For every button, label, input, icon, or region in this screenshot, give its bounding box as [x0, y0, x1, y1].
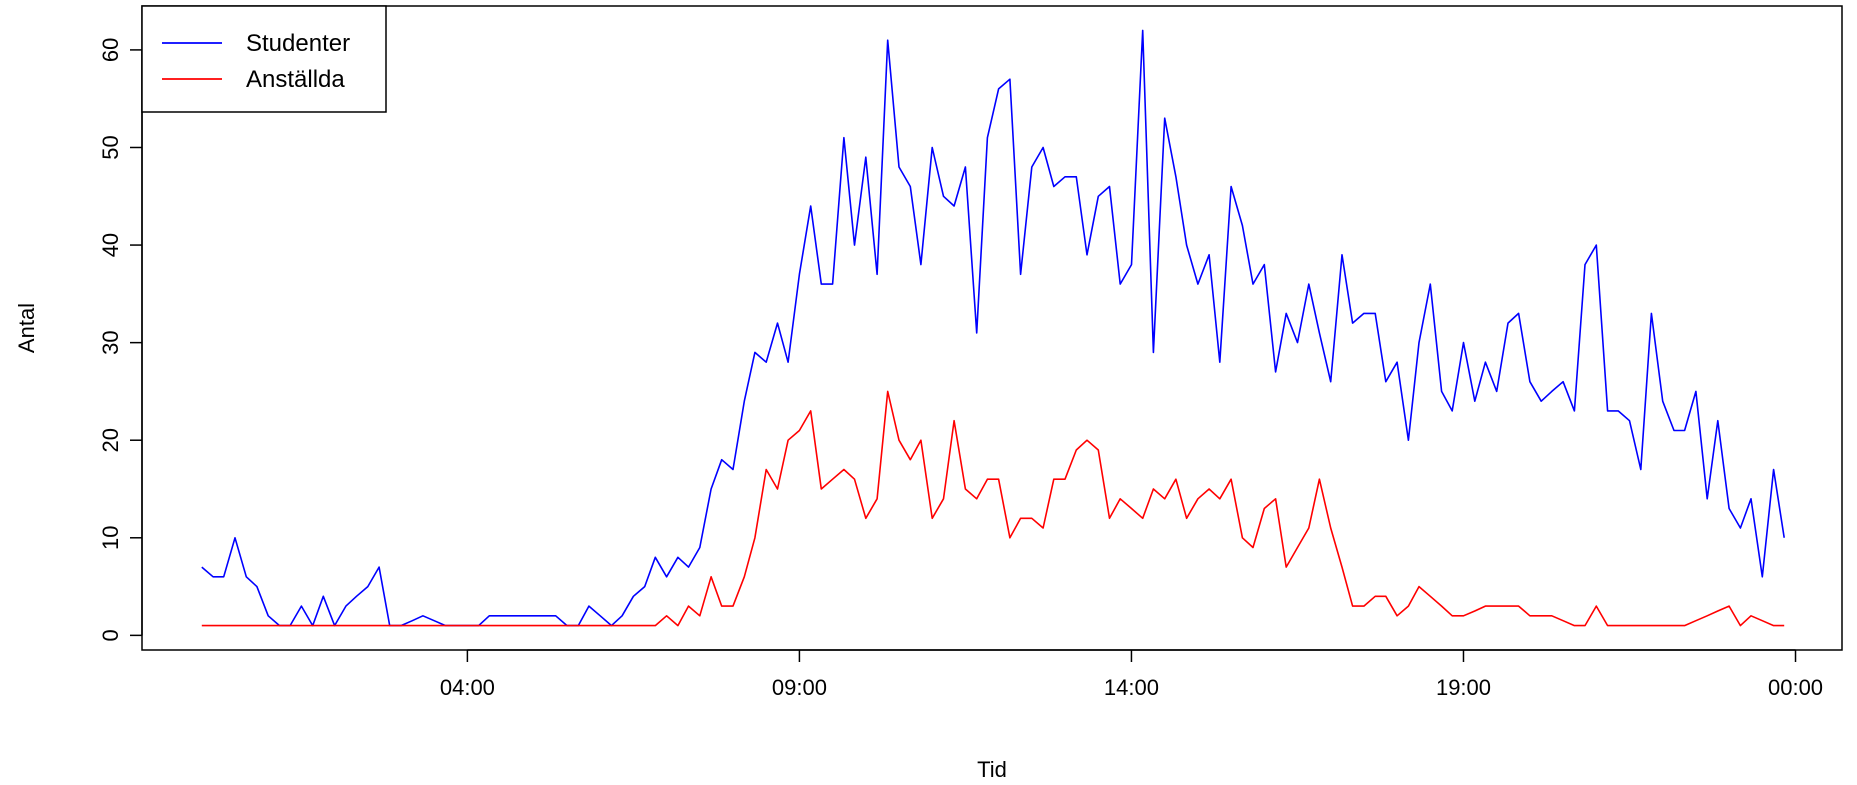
- series-layer: [201, 29, 1785, 627]
- x-axis-label: Tid: [977, 757, 1007, 782]
- y-axis-label: Antal: [14, 303, 39, 353]
- x-axis: 04:00 09:00 14:00 19:00 00:00: [440, 649, 1823, 700]
- legend-box: [141, 5, 387, 113]
- x-tick-label: 09:00: [772, 675, 827, 700]
- y-axis: 0 10 20 30 40 50 60: [98, 38, 143, 641]
- x-tick-label: 00:00: [1768, 675, 1823, 700]
- y-tick-label: 0: [98, 629, 123, 641]
- y-tick-label: 10: [98, 526, 123, 550]
- y-tick-label: 40: [98, 233, 123, 257]
- legend: Studenter Anställda: [141, 5, 387, 113]
- y-tick-label: 20: [98, 428, 123, 452]
- x-tick-label: 04:00: [440, 675, 495, 700]
- series-line-anstallda: [201, 390, 1785, 627]
- legend-label: Anställda: [246, 66, 345, 93]
- y-tick-label: 60: [98, 38, 123, 62]
- y-tick-label: 30: [98, 330, 123, 354]
- y-tick-label: 50: [98, 135, 123, 159]
- x-tick-label: 14:00: [1104, 675, 1159, 700]
- legend-label: Studenter: [246, 30, 350, 57]
- x-tick-label: 19:00: [1436, 675, 1491, 700]
